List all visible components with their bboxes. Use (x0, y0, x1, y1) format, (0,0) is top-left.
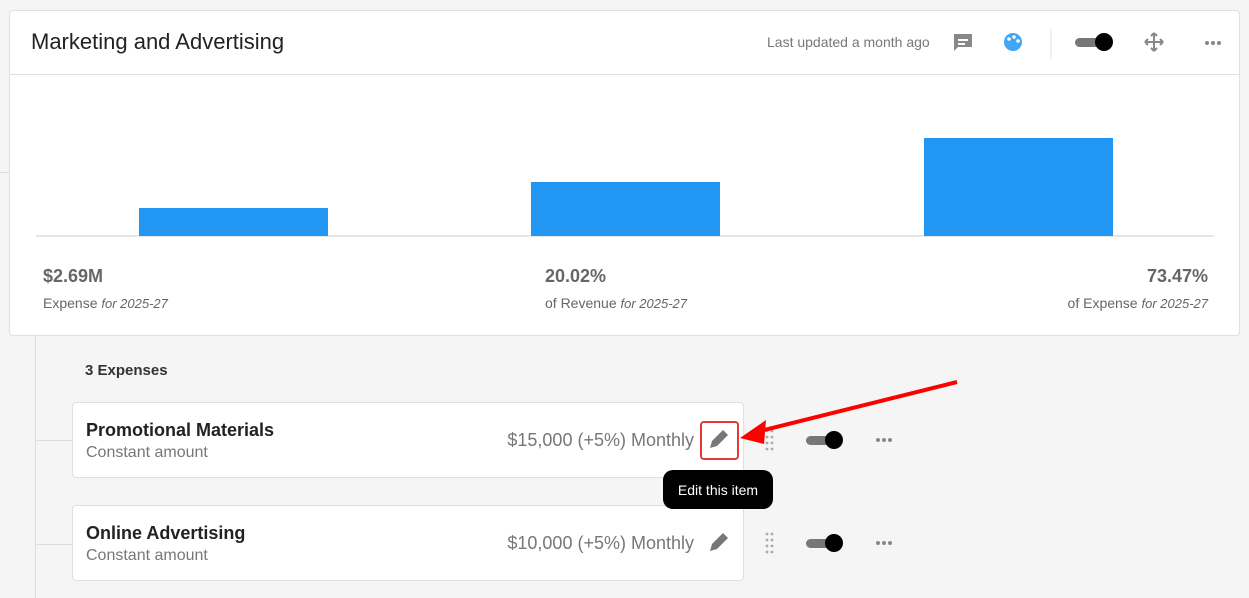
drag-dot (765, 544, 769, 548)
item-kind: Constant amount (86, 444, 208, 461)
tree-line (35, 440, 72, 441)
drag-dot (765, 447, 769, 451)
toggle-knob[interactable] (825, 534, 843, 552)
drag-dot (770, 532, 774, 536)
edit-icon[interactable] (710, 533, 728, 551)
stat-label-row: of Revenue for 2025-27 (545, 295, 687, 311)
stat-label: of Expense (1067, 295, 1138, 311)
stat-value: 73.47% (1146, 266, 1208, 286)
more-dot (882, 438, 886, 442)
drag-dot (770, 435, 774, 439)
item-card: Online Advertising Constant amount $10,000… (72, 505, 744, 581)
tree-line (0, 172, 10, 173)
last-updated: Last updated a month ago (767, 34, 930, 50)
summary-card: Marketing and Advertising Last updated a… (9, 10, 1240, 336)
bar-chart (36, 138, 1214, 237)
header-icons (954, 29, 1221, 59)
drag-dot (765, 532, 769, 536)
more-dot (876, 438, 880, 442)
stat-label-row: of Expense for 2025-27 (1068, 295, 1208, 311)
item-amount: $10,000 (+5%) Monthly (507, 533, 694, 553)
more-icon[interactable] (1205, 41, 1221, 45)
comment-icon[interactable] (954, 34, 972, 51)
item-card: Promotional Materials Constant amount $15,… (72, 402, 744, 478)
card-title: Marketing and Advertising (31, 29, 285, 54)
toggle-knob[interactable] (825, 431, 843, 449)
item-name: Online Advertising (86, 523, 246, 543)
bar (139, 208, 328, 236)
more-dot (888, 541, 892, 545)
drag-dot (770, 447, 774, 451)
tooltip: Edit this item (663, 470, 773, 509)
stat: 20.02% of Revenue for 2025-27 (545, 266, 687, 311)
count-label: 3 Expenses (85, 362, 168, 379)
drag-dot (770, 429, 774, 433)
stat-period: for 2025-27 (101, 296, 168, 311)
stat-value: $2.69M (43, 266, 104, 286)
tree-line (35, 335, 36, 598)
stat-label: Expense (43, 295, 98, 311)
move-icon[interactable] (1144, 32, 1164, 52)
item-controls (710, 532, 892, 554)
drag-dot (770, 538, 774, 542)
item-amount: $15,000 (+5%) Monthly (507, 430, 694, 450)
tree-line (35, 544, 72, 545)
drag-dot (765, 441, 769, 445)
more-dot (876, 541, 880, 545)
drag-dot (770, 544, 774, 548)
stat-period: for 2025-27 (1141, 296, 1209, 311)
divider (10, 74, 1239, 75)
drag-dot (765, 550, 769, 554)
item-kind: Constant amount (86, 547, 208, 564)
drag-dot (770, 441, 774, 445)
stat-label-row: Expense for 2025-27 (43, 295, 168, 311)
item-controls (710, 429, 892, 451)
bar (924, 138, 1113, 236)
item-name: Promotional Materials (86, 420, 275, 440)
drag-dot (770, 550, 774, 554)
drag-dot (765, 538, 769, 542)
stat: $2.69M Expense for 2025-27 (43, 266, 168, 311)
bar (531, 182, 720, 236)
more-dot (882, 541, 886, 545)
stat-value: 20.02% (545, 266, 607, 286)
edit-icon[interactable] (710, 430, 728, 448)
stat-period: for 2025-27 (620, 296, 688, 311)
stat: 73.47% of Expense for 2025-27 (1068, 266, 1208, 311)
drag-dot (765, 435, 769, 439)
stat-label: of Revenue (545, 295, 617, 311)
more-dot (888, 438, 892, 442)
drag-dot (765, 429, 769, 433)
